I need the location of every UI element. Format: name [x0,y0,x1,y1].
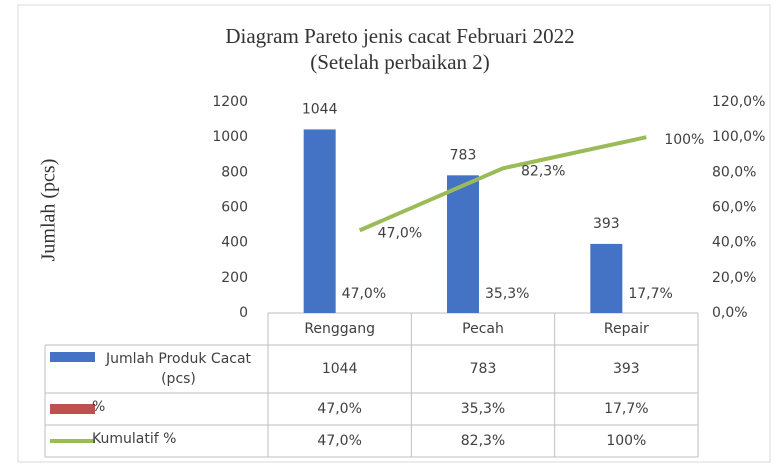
y-tick-label: 200 [221,270,248,286]
table-cell: 35,3% [461,401,505,417]
y2-tick-label: 40,0% [712,235,756,251]
data-label: 47,0% [378,225,422,241]
data-label: 783 [450,147,477,163]
data-label: 47,0% [342,286,386,302]
y2-tick-label: 80,0% [712,164,756,180]
bar [447,175,479,313]
x-tick-label: Renggang [304,321,375,337]
x-tick-label: Repair [604,321,649,337]
legend-label: Kumulatif % [92,431,177,447]
line [358,135,647,233]
chart-title: Diagram Pareto jenis cacat Februari 2022 [225,24,574,48]
data-label: 17,7% [628,286,672,302]
bar [303,129,336,313]
y-tick-label: 1200 [212,94,248,110]
x-tick-label: Pecah [462,321,504,337]
data-label: 82,3% [521,163,565,179]
table-cell: 1044 [322,361,358,377]
data-label: 1044 [302,101,338,117]
legend-key [50,352,95,362]
y2-tick-label: 100,0% [712,129,765,145]
legend-key [50,404,95,414]
y2-tick-label: 120,0% [712,94,765,110]
data-label: 100% [664,132,704,148]
y-tick-label: 800 [221,164,248,180]
y-tick-label: 400 [221,235,248,251]
legend-label: Jumlah Produk Cacat (pcs) [105,351,252,387]
legend-entry: Jumlah Produk Cacat (pcs) [105,351,252,387]
y2-tick-label: 60,0% [712,200,756,216]
y-axis-label: Jumlah (pcs) [38,159,60,262]
chart-subtitle: (Setelah perbaikan 2) [310,50,490,74]
legend-entry: % [92,399,106,415]
y2-tick-label: 0,0% [712,305,748,321]
y-tick-label: 1000 [212,129,248,145]
table-cell: 82,3% [461,433,505,449]
data-label: 35,3% [485,286,529,302]
table-cell: 393 [613,361,640,377]
data-label: 393 [593,216,620,232]
bar [590,243,623,313]
y2-tick-label: 20,0% [712,270,756,286]
table-cell: 783 [470,361,497,377]
chart-frame [17,4,771,463]
table-cell: 17,7% [604,401,648,417]
y-tick-label: 600 [221,200,248,216]
table-cell: 47,0% [317,401,361,417]
table-cell: 47,0% [317,433,361,449]
y-tick-label: 0 [239,305,248,321]
legend-label: % [92,399,106,415]
legend-entry: Kumulatif % [92,431,177,447]
table-cell: 100% [606,433,646,449]
